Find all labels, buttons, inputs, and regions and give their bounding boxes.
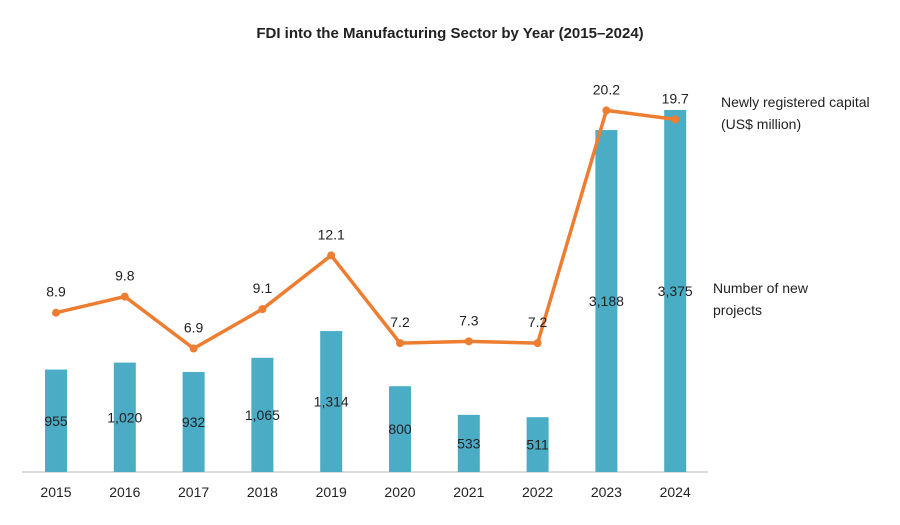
- line-data-label: 7.2: [528, 314, 548, 330]
- line-data-label: 7.2: [390, 314, 410, 330]
- line-point: [189, 344, 198, 353]
- bar: [113, 362, 136, 472]
- line-point: [602, 106, 611, 115]
- bar: [526, 417, 549, 472]
- line-point: [120, 292, 129, 301]
- bar-data-label: 3,375: [658, 283, 693, 299]
- bar: [457, 414, 480, 472]
- legend-bar-label: Number of new: [713, 280, 809, 296]
- bar: [251, 357, 274, 472]
- x-tick-label: 2024: [660, 484, 691, 500]
- legend-line-label: Newly registered capital: [721, 94, 870, 110]
- x-tick-label: 2023: [591, 484, 622, 500]
- bar-data-label: 511: [526, 437, 549, 453]
- bar-data-label: 3,188: [589, 293, 624, 309]
- line-point: [258, 305, 267, 314]
- line-data-label: 7.3: [459, 312, 479, 328]
- legend-bar-label-2: projects: [713, 302, 762, 318]
- line-point: [533, 339, 542, 348]
- line-data-label: 8.9: [46, 284, 66, 300]
- bar: [664, 110, 687, 472]
- line-data-label: 6.9: [184, 319, 204, 335]
- line-point: [52, 308, 60, 317]
- x-tick-label: 2020: [384, 484, 415, 500]
- bar: [45, 369, 67, 472]
- line-data-label: 12.1: [318, 226, 345, 242]
- bar-data-label: 1,065: [245, 407, 280, 423]
- line-data-label: 20.2: [593, 81, 620, 97]
- x-tick-label: 2019: [316, 484, 347, 500]
- bar-data-label: 800: [388, 421, 412, 437]
- bar-data-label: 1,314: [314, 394, 349, 410]
- bar-data-label: 932: [182, 414, 206, 430]
- x-tick-label: 2021: [453, 484, 484, 500]
- chart-title: FDI into the Manufacturing Sector by Yea…: [256, 25, 643, 42]
- bar-data-label: 533: [457, 435, 481, 451]
- line-point: [464, 337, 473, 346]
- line-data-label: 9.1: [253, 280, 273, 296]
- x-tick-label: 2018: [247, 484, 278, 500]
- bar-data-label: 955: [44, 413, 68, 429]
- legend-line-label-unit: (US$ million): [721, 116, 801, 132]
- line-data-label: 9.8: [115, 268, 135, 284]
- capital-line: [55, 108, 676, 351]
- bar: [320, 331, 343, 472]
- x-tick-label: 2017: [178, 484, 209, 500]
- bar-data-label: 1,020: [107, 409, 142, 425]
- x-tick-label: 2022: [522, 484, 553, 500]
- bar: [182, 372, 205, 472]
- line-point: [327, 251, 336, 260]
- bar: [595, 130, 618, 472]
- line-point: [671, 115, 680, 124]
- x-tick-label: 2016: [109, 484, 140, 500]
- bar: [389, 386, 411, 472]
- line-data-label: 19.7: [662, 90, 689, 106]
- line-point: [396, 339, 404, 348]
- x-tick-label: 2015: [40, 484, 71, 500]
